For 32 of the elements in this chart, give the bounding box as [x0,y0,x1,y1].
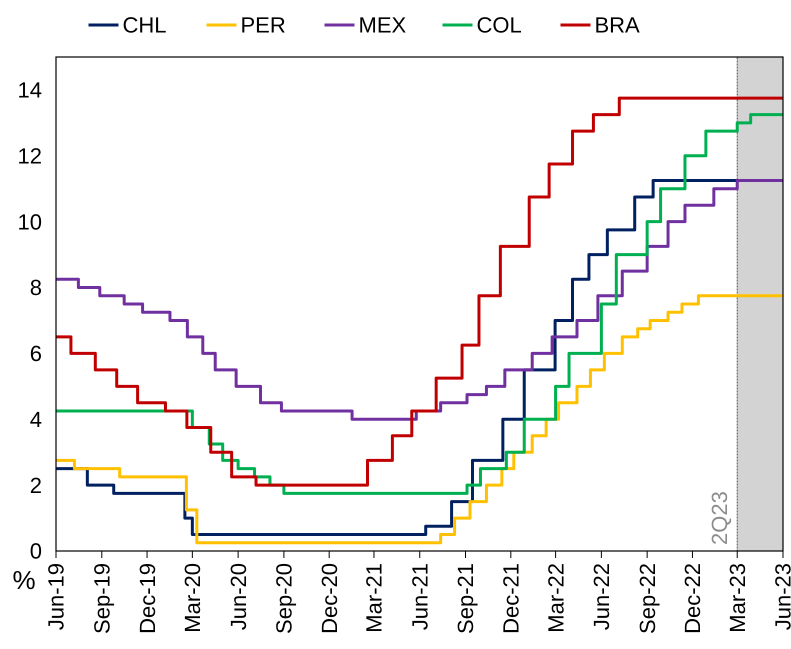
x-tick-label: Sep-19 [89,563,114,634]
y-tick-label: 12 [18,144,42,168]
x-tick-label: Dec-19 [134,563,160,634]
y-axis-title: % [12,565,36,595]
y-tick-label: 14 [18,78,42,103]
x-tick-label: Jun-20 [226,563,251,630]
x-tick-label: Dec-21 [498,563,524,634]
legend-label: CHL [122,12,167,38]
x-tick-label: Dec-22 [680,563,706,634]
legend-label: PER [240,12,286,38]
x-tick-label: Sep-21 [453,563,478,634]
x-tick-label: Mar-21 [362,563,387,633]
x-tick-label: Sep-20 [272,563,297,634]
x-tick-label: Jun-22 [589,563,614,630]
y-tick-label: 8 [30,275,42,300]
x-tick-label: Jun-19 [44,563,69,630]
x-tick-label: Sep-22 [634,563,660,634]
y-tick-label: 6 [30,341,42,366]
legend-label: BRA [594,12,640,38]
y-tick-label: 0 [30,538,42,564]
x-tick-label: Jun-23 [770,563,791,630]
x-tick-label: Mar-22 [543,563,568,633]
legend-label: MEX [358,12,406,38]
x-tick-label: Mar-20 [180,563,206,633]
y-tick-label: 4 [30,406,42,432]
y-tick-label: 10 [18,209,42,234]
y-tick-label: 2 [30,472,42,498]
band-label: 2Q23 [707,491,732,545]
x-tick-label: Mar-23 [724,563,750,633]
legend-label: COL [476,12,522,38]
x-tick-label: Dec-20 [316,563,342,634]
x-tick-label: Jun-21 [407,563,432,630]
